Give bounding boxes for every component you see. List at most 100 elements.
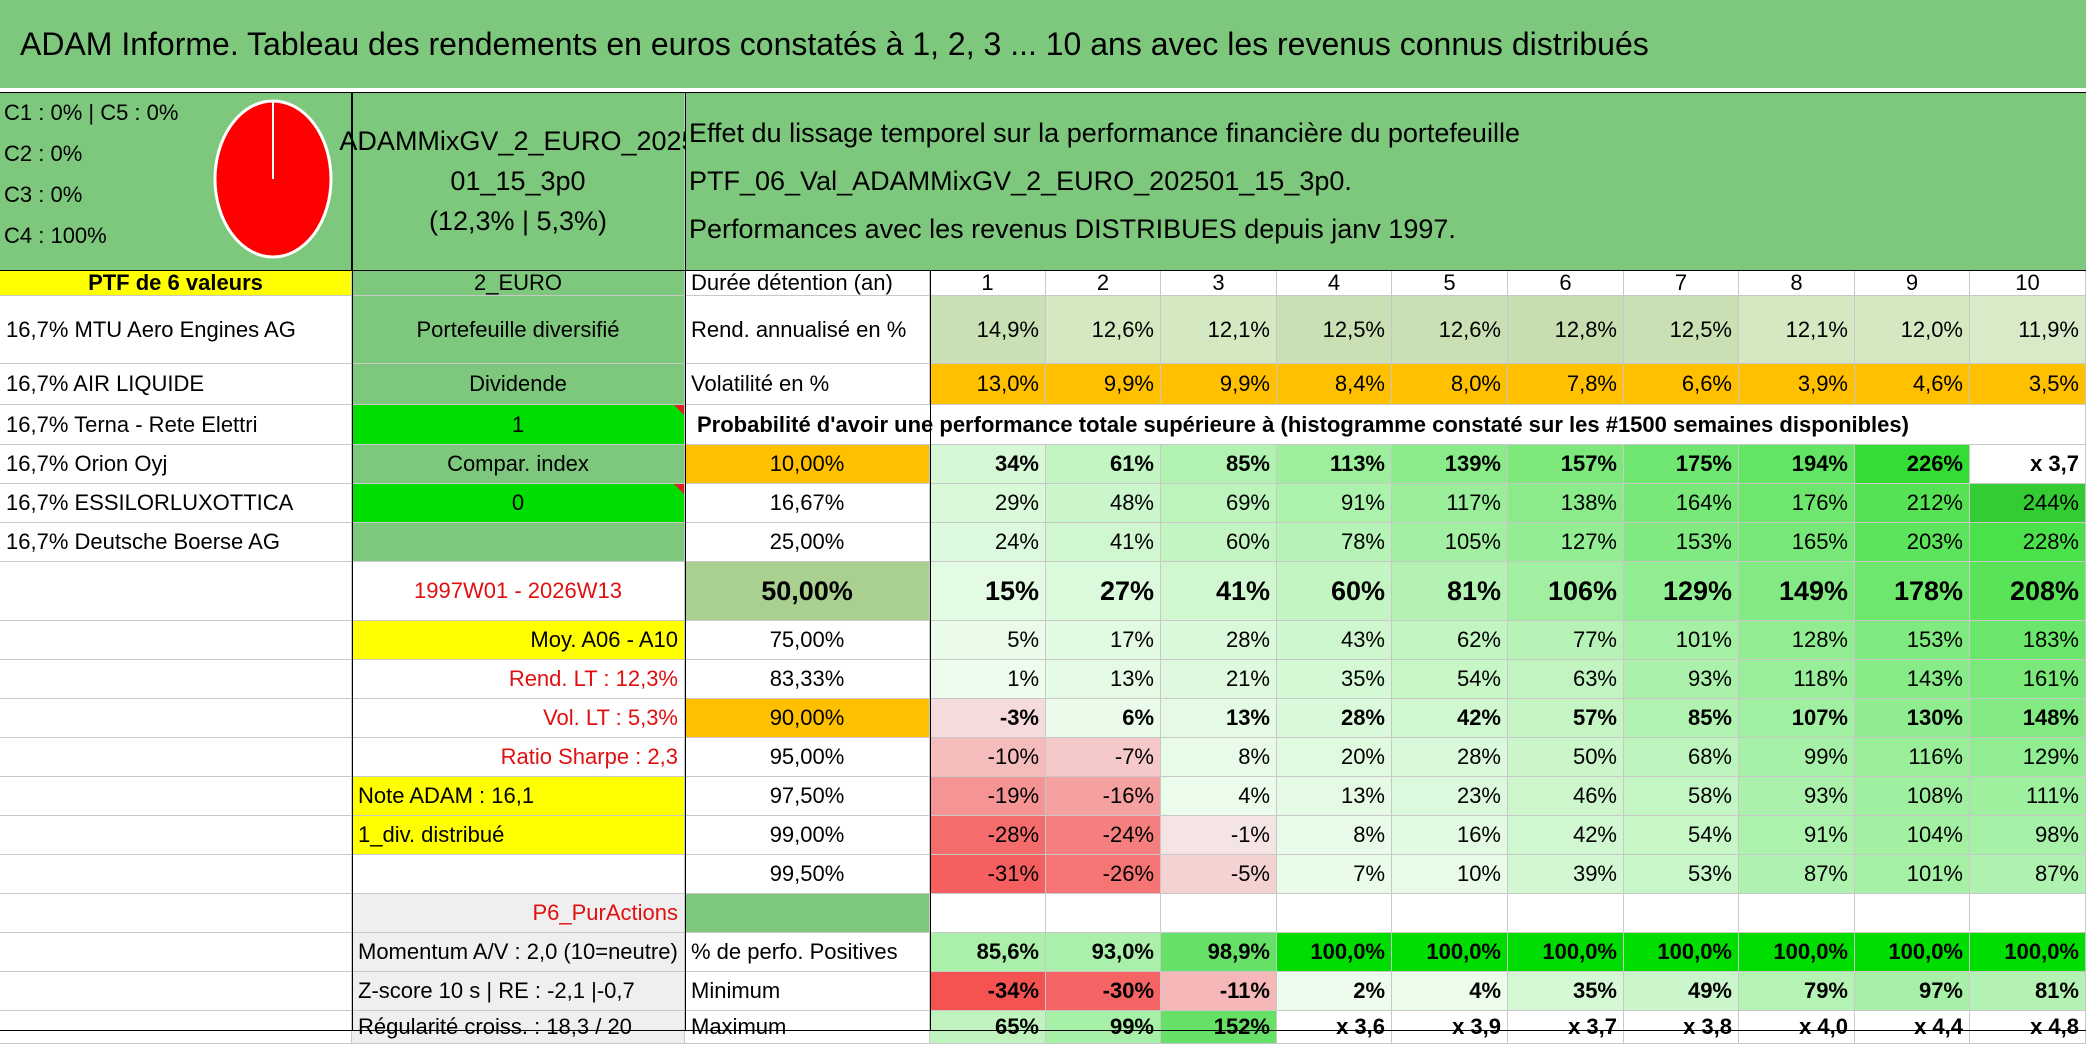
probability-value[interactable]: 113% [1277,445,1392,484]
probability-value[interactable]: 41% [1161,562,1277,621]
probability-value[interactable]: 13% [1161,699,1277,738]
probability-value[interactable]: -19% [930,777,1046,816]
dividend-label[interactable]: Dividende [352,364,685,405]
positive-perf-cell[interactable]: 100,0% [1624,933,1739,972]
annualized-return-cell[interactable]: 12,0% [1855,296,1970,364]
volatility-cell[interactable]: 4,6% [1855,364,1970,405]
positive-perf-cell[interactable]: 100,0% [1508,933,1624,972]
year-header[interactable]: 6 [1508,270,1624,296]
probability-value[interactable]: 60% [1161,523,1277,562]
probability-value[interactable]: 24% [930,523,1046,562]
annualized-return-cell[interactable]: 12,5% [1277,296,1392,364]
probability-value[interactable]: -5% [1161,855,1277,894]
minimum-cell[interactable]: 79% [1739,972,1855,1011]
probability-value[interactable]: 61% [1046,445,1161,484]
empty-cell[interactable] [1739,894,1855,933]
dividend-value[interactable]: 1 [352,405,685,445]
holding-row[interactable]: 16,7% MTU Aero Engines AG [0,296,352,364]
portfolio-header[interactable]: PTF de 6 valeurs [0,270,352,296]
probability-threshold[interactable]: 10,00% [685,445,930,484]
probability-value[interactable]: 130% [1855,699,1970,738]
positive-perf-cell[interactable]: 85,6% [930,933,1046,972]
probability-value[interactable]: 16% [1392,816,1508,855]
annualized-return-cell[interactable]: 12,6% [1392,296,1508,364]
probability-value[interactable]: -3% [930,699,1046,738]
probability-value[interactable]: -16% [1046,777,1161,816]
annualized-return-cell[interactable]: 12,6% [1046,296,1161,364]
probability-value[interactable]: -24% [1046,816,1161,855]
holding-row[interactable]: 16,7% AIR LIQUIDE [0,364,352,405]
volatility-cell[interactable]: 8,4% [1277,364,1392,405]
probability-threshold[interactable]: 16,67% [685,484,930,523]
probability-value[interactable]: 6% [1046,699,1161,738]
empty-green-cell[interactable] [685,894,930,933]
probability-value[interactable]: 104% [1855,816,1970,855]
probability-value[interactable]: 27% [1046,562,1161,621]
probability-value[interactable]: 143% [1855,660,1970,699]
probability-value[interactable]: 21% [1161,660,1277,699]
probability-value[interactable]: -26% [1046,855,1161,894]
holding-row[interactable]: 16,7% Deutsche Boerse AG [0,523,352,562]
maximum-cell[interactable]: x 3,7 [1508,1011,1624,1044]
probability-value[interactable]: 39% [1508,855,1624,894]
probability-value[interactable]: 42% [1392,699,1508,738]
volatility-cell[interactable]: 13,0% [930,364,1046,405]
positive-perf-cell[interactable]: 100,0% [1970,933,2086,972]
probability-value[interactable]: 57% [1508,699,1624,738]
probability-value[interactable]: 13% [1046,660,1161,699]
minimum-cell[interactable]: -34% [930,972,1046,1011]
dividend-info[interactable]: 1_div. distribué [352,816,685,855]
probability-value[interactable]: 164% [1624,484,1739,523]
probability-value[interactable]: 194% [1739,445,1855,484]
probability-value[interactable]: 17% [1046,621,1161,660]
probability-value[interactable]: 78% [1277,523,1392,562]
probability-value[interactable]: 176% [1739,484,1855,523]
probability-value[interactable]: 23% [1392,777,1508,816]
probability-value[interactable]: 43% [1277,621,1392,660]
probability-value[interactable]: 60% [1277,562,1392,621]
probability-value[interactable]: 28% [1277,699,1392,738]
maximum-label[interactable]: Maximum [685,1011,930,1044]
probability-value[interactable]: 118% [1739,660,1855,699]
average-label[interactable]: Moy. A06 - A10 [352,621,685,660]
probability-value[interactable]: 139% [1392,445,1508,484]
probability-value[interactable]: 244% [1970,484,2086,523]
probability-value[interactable]: 7% [1277,855,1392,894]
probability-value[interactable]: 203% [1855,523,1970,562]
probability-value[interactable]: 157% [1508,445,1624,484]
probability-value[interactable]: 5% [930,621,1046,660]
positive-perf-cell[interactable]: 100,0% [1277,933,1392,972]
probability-value[interactable]: 183% [1970,621,2086,660]
positive-perf-cell[interactable]: 100,0% [1392,933,1508,972]
year-header[interactable]: 1 [930,270,1046,296]
probability-value[interactable]: 69% [1161,484,1277,523]
year-header[interactable]: 9 [1855,270,1970,296]
probability-value[interactable]: 13% [1277,777,1392,816]
probability-value[interactable]: 54% [1392,660,1508,699]
probability-value[interactable]: 208% [1970,562,2086,621]
probability-value[interactable]: 34% [930,445,1046,484]
minimum-label[interactable]: Minimum [685,972,930,1011]
portfolio-type-cell[interactable]: Portefeuille diversifié [352,296,685,364]
probability-value[interactable]: 165% [1739,523,1855,562]
annualized-return-cell[interactable]: 12,5% [1624,296,1739,364]
probability-threshold[interactable]: 90,00% [685,699,930,738]
probability-threshold[interactable]: 25,00% [685,523,930,562]
probability-value[interactable]: 107% [1739,699,1855,738]
empty-cell[interactable] [0,894,352,933]
maximum-cell[interactable]: x 4,0 [1739,1011,1855,1044]
probability-value[interactable]: -1% [1161,816,1277,855]
empty-cell[interactable] [0,972,352,1011]
empty-cell[interactable] [0,621,352,660]
empty-green-cell[interactable] [352,523,685,562]
probability-threshold[interactable]: 99,50% [685,855,930,894]
probability-value[interactable]: 35% [1277,660,1392,699]
empty-cell[interactable] [1277,894,1392,933]
empty-cell[interactable] [352,855,685,894]
empty-cell[interactable] [0,933,352,972]
probability-value[interactable]: 91% [1277,484,1392,523]
year-header[interactable]: 2 [1046,270,1161,296]
probability-value[interactable]: 48% [1046,484,1161,523]
period-cell[interactable]: 1997W01 - 2026W13 [352,562,685,621]
probability-value[interactable]: 81% [1392,562,1508,621]
